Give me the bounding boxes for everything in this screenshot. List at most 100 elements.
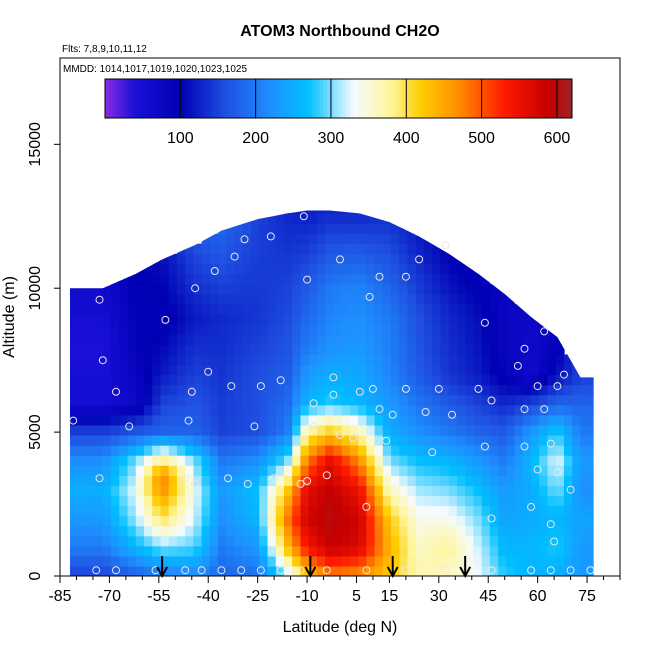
heatmap-cell: [226, 404, 236, 416]
heatmap-cell: [308, 293, 318, 305]
heatmap-cell: [481, 354, 491, 366]
heatmap-cell: [267, 354, 277, 366]
heatmap-cell: [531, 364, 540, 376]
heatmap-cell: [399, 304, 409, 315]
heatmap-cell: [209, 334, 219, 345]
heatmap-cell: [349, 233, 359, 245]
heatmap-cell: [440, 414, 450, 426]
heatmap-cell: [251, 304, 260, 315]
heatmap-cell: [374, 394, 384, 406]
colorbar-segment: [131, 79, 136, 118]
heatmap-cell: [251, 525, 260, 537]
heatmap-cell: [201, 364, 211, 376]
heatmap-cell: [358, 253, 367, 265]
heatmap-cell: [440, 324, 450, 335]
heatmap-cell: [522, 414, 532, 426]
heatmap-cell: [399, 455, 409, 466]
heatmap-cell: [440, 455, 450, 466]
heatmap-cell: [193, 283, 203, 295]
sample-point: [184, 416, 193, 425]
heatmap-cell: [358, 293, 367, 305]
heatmap-cell: [341, 434, 351, 446]
heatmap-cell: [316, 243, 326, 255]
heatmap-cell: [555, 374, 565, 386]
heatmap-cell: [86, 475, 96, 486]
heatmap-cell: [275, 324, 285, 335]
heatmap-cell: [374, 434, 384, 446]
sample-point: [112, 566, 120, 575]
heatmap-cell: [539, 555, 549, 567]
colorbar-segment: [515, 79, 520, 118]
heatmap-cell: [300, 293, 310, 305]
colorbar-segment: [172, 79, 178, 118]
heatmap-cell: [292, 434, 302, 446]
heatmap-cell: [555, 404, 565, 416]
heatmap-cell: [251, 374, 260, 386]
heatmap-cell: [555, 434, 565, 446]
heatmap-cell: [242, 545, 252, 557]
heatmap-cell: [69, 535, 79, 547]
heatmap-cell: [316, 364, 326, 376]
x-axis-label: Latitude (deg N): [283, 619, 398, 636]
heatmap-cell: [94, 434, 104, 446]
heatmap-cell: [86, 565, 96, 576]
heatmap-cell: [292, 314, 302, 325]
heatmap-cell: [176, 445, 186, 456]
heatmap-cell: [440, 334, 450, 345]
heatmap-cell: [374, 263, 384, 275]
heatmap-cell: [168, 364, 178, 376]
heatmap-cell: [481, 505, 491, 517]
heatmap-cell: [102, 515, 112, 527]
heatmap-cell: [292, 525, 302, 537]
heatmap-cell: [127, 324, 137, 335]
heatmap-cell: [325, 515, 335, 527]
heatmap-cell: [152, 374, 162, 386]
heatmap-cell: [275, 223, 285, 235]
heatmap-cell: [473, 555, 483, 567]
heatmap-cell: [407, 364, 417, 376]
heatmap-cell: [111, 565, 120, 576]
heatmap-cell: [135, 293, 145, 305]
heatmap-cell: [580, 424, 590, 436]
heatmap-cell: [349, 324, 359, 335]
heatmap-cell: [308, 283, 318, 295]
heatmap-cell: [547, 565, 557, 576]
heatmap-cell: [135, 485, 145, 497]
heatmap-cell: [415, 283, 425, 295]
heatmap-cell: [119, 445, 129, 456]
heatmap-cell: [341, 210, 351, 214]
heatmap-cell: [275, 243, 285, 255]
heatmap-cell: [374, 414, 384, 426]
heatmap-cell: [514, 374, 524, 386]
heatmap-cell: [407, 434, 417, 446]
heatmap-cell: [300, 475, 310, 486]
heatmap-cell: [185, 354, 195, 366]
colorbar-segment: [398, 79, 404, 118]
heatmap-cell: [399, 535, 409, 547]
heatmap-cell: [176, 414, 186, 426]
colorbar-segment: [184, 79, 189, 118]
heatmap-cell: [531, 545, 540, 557]
heatmap-cell: [349, 465, 359, 476]
heatmap-cell: [94, 293, 104, 305]
heatmap-cell: [168, 445, 178, 456]
heatmap-cell: [456, 505, 466, 517]
colorbar-segment: [428, 79, 434, 118]
heatmap-cell: [234, 394, 244, 406]
heatmap-cell: [473, 374, 483, 386]
heatmap-cell: [341, 455, 351, 466]
heatmap-cell: [275, 525, 285, 537]
heatmap-cell: [349, 555, 359, 567]
heatmap-cell: [448, 465, 458, 476]
heatmap-cell: [234, 354, 244, 366]
sample-point: [448, 410, 456, 419]
heatmap-cell: [506, 354, 516, 366]
heatmap-cell: [144, 555, 153, 567]
heatmap-cell: [78, 324, 87, 335]
sample-point: [303, 477, 312, 485]
heatmap-cell: [135, 263, 145, 275]
heatmap-cell: [168, 263, 178, 275]
heatmap-cell: [152, 445, 162, 456]
heatmap-cell: [242, 555, 252, 567]
heatmap-cell: [160, 485, 170, 497]
